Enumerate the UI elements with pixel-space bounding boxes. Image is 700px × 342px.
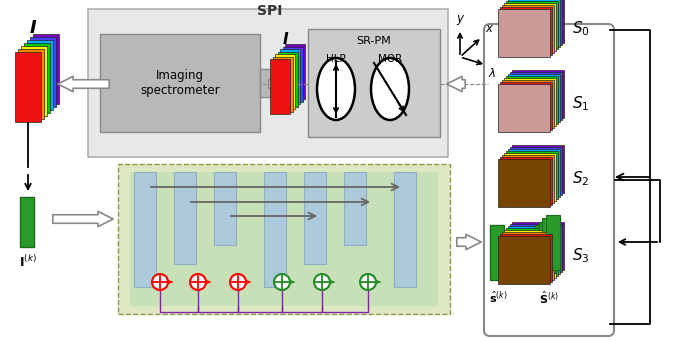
Polygon shape bbox=[498, 9, 550, 57]
Text: $S_3$: $S_3$ bbox=[572, 247, 589, 265]
Text: I: I bbox=[29, 19, 36, 37]
Polygon shape bbox=[33, 34, 59, 104]
Circle shape bbox=[190, 274, 206, 290]
Text: $\hat{\mathbf{S}}^{(k)}$: $\hat{\mathbf{S}}^{(k)}$ bbox=[539, 290, 559, 306]
Text: SR-PM: SR-PM bbox=[356, 36, 391, 46]
Polygon shape bbox=[272, 56, 293, 111]
FancyBboxPatch shape bbox=[264, 172, 286, 287]
FancyBboxPatch shape bbox=[394, 172, 416, 287]
Text: MOR: MOR bbox=[378, 54, 402, 64]
Polygon shape bbox=[508, 0, 560, 47]
Polygon shape bbox=[500, 7, 552, 55]
Polygon shape bbox=[510, 147, 562, 195]
Polygon shape bbox=[506, 228, 558, 276]
FancyBboxPatch shape bbox=[134, 172, 156, 287]
FancyBboxPatch shape bbox=[304, 172, 326, 264]
Circle shape bbox=[360, 274, 376, 290]
Polygon shape bbox=[500, 234, 552, 282]
Polygon shape bbox=[15, 52, 41, 122]
Text: $\hat{\mathbf{s}}^{(k)}$: $\hat{\mathbf{s}}^{(k)}$ bbox=[489, 290, 508, 306]
Polygon shape bbox=[542, 218, 556, 273]
Circle shape bbox=[152, 274, 168, 290]
Ellipse shape bbox=[371, 58, 409, 120]
Polygon shape bbox=[18, 49, 44, 119]
Polygon shape bbox=[285, 44, 305, 99]
FancyBboxPatch shape bbox=[260, 69, 278, 97]
Text: x: x bbox=[485, 22, 492, 35]
Polygon shape bbox=[500, 157, 552, 205]
Polygon shape bbox=[512, 70, 564, 118]
Polygon shape bbox=[508, 226, 560, 274]
Polygon shape bbox=[508, 74, 560, 122]
Polygon shape bbox=[270, 59, 290, 114]
Polygon shape bbox=[502, 5, 554, 53]
Polygon shape bbox=[502, 232, 554, 280]
Polygon shape bbox=[500, 82, 552, 130]
Ellipse shape bbox=[317, 58, 355, 120]
FancyBboxPatch shape bbox=[88, 9, 448, 157]
Circle shape bbox=[274, 274, 290, 290]
Polygon shape bbox=[512, 222, 564, 270]
Polygon shape bbox=[27, 40, 53, 110]
Polygon shape bbox=[283, 47, 302, 102]
Polygon shape bbox=[510, 72, 562, 120]
FancyBboxPatch shape bbox=[214, 172, 236, 245]
Polygon shape bbox=[506, 151, 558, 199]
Circle shape bbox=[230, 274, 246, 290]
Polygon shape bbox=[277, 52, 297, 106]
Polygon shape bbox=[506, 1, 558, 49]
Text: y: y bbox=[456, 12, 463, 25]
Polygon shape bbox=[30, 37, 56, 107]
Polygon shape bbox=[21, 46, 47, 116]
FancyBboxPatch shape bbox=[118, 164, 450, 314]
Polygon shape bbox=[498, 159, 550, 207]
Polygon shape bbox=[512, 145, 564, 193]
FancyBboxPatch shape bbox=[130, 172, 438, 306]
FancyBboxPatch shape bbox=[484, 24, 614, 336]
Polygon shape bbox=[280, 49, 300, 104]
Circle shape bbox=[314, 274, 330, 290]
Text: $\mathbf{I}^{(k)}$: $\mathbf{I}^{(k)}$ bbox=[19, 254, 37, 270]
Polygon shape bbox=[498, 84, 550, 132]
FancyBboxPatch shape bbox=[174, 172, 196, 264]
Polygon shape bbox=[490, 225, 504, 280]
Polygon shape bbox=[504, 3, 556, 51]
FancyBboxPatch shape bbox=[100, 34, 260, 132]
Text: $\lambda$: $\lambda$ bbox=[488, 67, 496, 80]
Polygon shape bbox=[502, 155, 554, 203]
Polygon shape bbox=[545, 214, 559, 269]
Polygon shape bbox=[504, 230, 556, 278]
Polygon shape bbox=[24, 43, 50, 113]
Polygon shape bbox=[508, 149, 560, 197]
Polygon shape bbox=[535, 225, 549, 280]
Polygon shape bbox=[275, 54, 295, 109]
Text: I: I bbox=[282, 32, 288, 47]
Polygon shape bbox=[506, 76, 558, 124]
Text: $S_0$: $S_0$ bbox=[572, 19, 590, 38]
Text: SPI: SPI bbox=[258, 4, 283, 18]
Polygon shape bbox=[510, 0, 562, 45]
Polygon shape bbox=[504, 153, 556, 201]
Polygon shape bbox=[504, 78, 556, 126]
Text: $S_2$: $S_2$ bbox=[572, 170, 589, 188]
FancyBboxPatch shape bbox=[344, 172, 366, 245]
Polygon shape bbox=[510, 224, 562, 272]
Text: HLP: HLP bbox=[326, 54, 346, 64]
Polygon shape bbox=[502, 80, 554, 128]
FancyBboxPatch shape bbox=[308, 29, 440, 137]
Polygon shape bbox=[498, 236, 550, 284]
Polygon shape bbox=[538, 222, 552, 276]
Polygon shape bbox=[20, 197, 34, 247]
Polygon shape bbox=[512, 0, 564, 43]
Text: $S_1$: $S_1$ bbox=[572, 95, 589, 113]
Text: Imaging
spectrometer: Imaging spectrometer bbox=[140, 69, 220, 97]
